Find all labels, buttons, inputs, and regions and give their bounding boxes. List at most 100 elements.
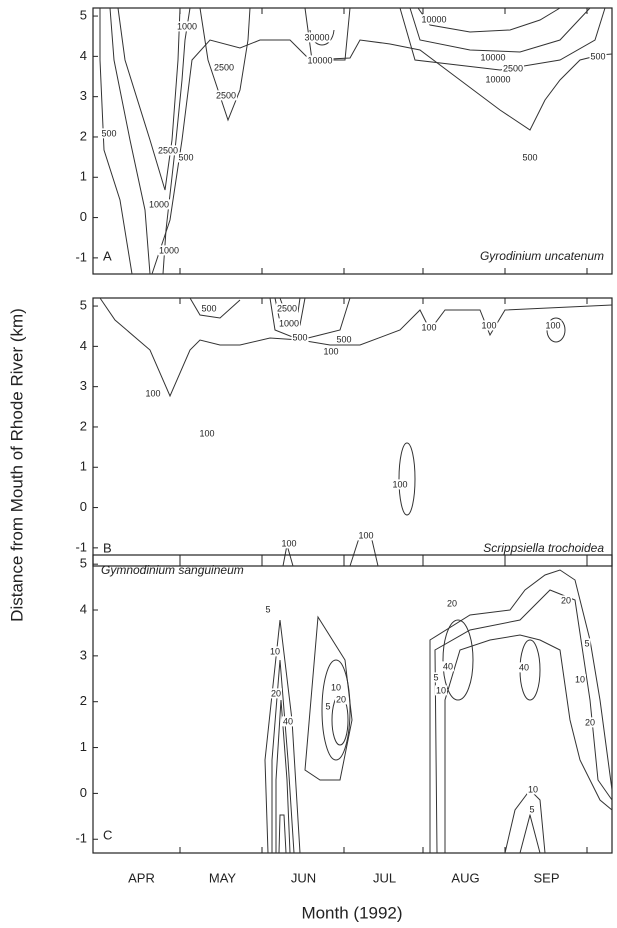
- contour-line: [264, 619, 301, 854]
- contour-label: 20: [336, 694, 346, 704]
- contour-line: [278, 814, 287, 854]
- x-tick-label: SEP: [533, 870, 559, 885]
- y-tick-label: 1: [80, 739, 87, 754]
- label-bg: [214, 90, 238, 101]
- contour-label: 20: [585, 717, 595, 727]
- label-bg: [521, 152, 539, 163]
- contour-line: [519, 813, 541, 854]
- contour-label: 10000: [421, 14, 446, 24]
- contour-label: 10000: [307, 55, 332, 65]
- label-bg: [501, 63, 525, 74]
- species-name: Scrippsiella trochoidea: [483, 541, 604, 555]
- y-tick-label: 4: [80, 338, 87, 353]
- contour-label: 10000: [485, 74, 510, 84]
- contour-label: 100: [392, 479, 407, 489]
- contour-label: 500: [178, 152, 193, 162]
- label-bg: [480, 320, 498, 331]
- contour-label: 100: [545, 320, 560, 330]
- contour-label: 1000: [279, 318, 299, 328]
- contour-line: [304, 615, 353, 781]
- contour-label: 20: [271, 688, 281, 698]
- contour-line: [189, 297, 241, 319]
- contour-label: 30000: [304, 32, 329, 42]
- contour-label: 10: [528, 784, 538, 794]
- contour-line: [399, 7, 606, 71]
- contour-label: 20: [561, 595, 571, 605]
- label-bg: [264, 604, 272, 615]
- label-bg: [544, 320, 562, 331]
- contour-line: [162, 7, 191, 275]
- panel-frame: [92, 297, 613, 567]
- contour-line: [117, 7, 181, 191]
- label-bg: [280, 538, 298, 549]
- contour-line: [442, 619, 474, 701]
- label-bg: [306, 55, 334, 66]
- x-tick-label: AUG: [451, 870, 479, 885]
- y-tick-label: 0: [80, 785, 87, 800]
- contour-label: 100: [421, 322, 436, 332]
- label-bg: [589, 51, 607, 62]
- contour-label: 100: [145, 388, 160, 398]
- y-tick-label: 1: [80, 169, 87, 184]
- contour-line: [546, 317, 566, 343]
- contour-label: 5: [325, 701, 330, 711]
- label-bg: [517, 662, 531, 673]
- label-bg: [275, 303, 299, 314]
- label-bg: [268, 646, 282, 657]
- y-tick-label: 2: [80, 418, 87, 433]
- contour-label: 1000: [149, 199, 169, 209]
- label-bg: [583, 717, 597, 728]
- y-tick-label: -1: [75, 539, 87, 554]
- y-tick-label: 0: [80, 209, 87, 224]
- x-tick-label: APR: [128, 870, 155, 885]
- contour-line: [99, 8, 133, 275]
- label-bg: [334, 694, 348, 705]
- contour-line: [429, 569, 613, 853]
- contour-label: 1000: [177, 21, 197, 31]
- y-tick-label: 3: [80, 88, 87, 103]
- contour-line: [109, 7, 151, 275]
- y-tick-label: -1: [75, 831, 87, 846]
- y-tick-label: 1: [80, 459, 87, 474]
- label-bg: [391, 479, 409, 490]
- x-tick-label: MAY: [209, 870, 237, 885]
- label-bg: [277, 318, 301, 329]
- panel-frame: [92, 554, 613, 854]
- label-bg: [156, 145, 180, 156]
- contour-label: 100: [323, 346, 338, 356]
- label-bg: [322, 346, 340, 357]
- label-bg: [559, 595, 573, 606]
- contour-line: [504, 789, 546, 854]
- contour-line: [434, 589, 613, 854]
- label-bg: [357, 530, 375, 541]
- label-bg: [573, 674, 587, 685]
- contour-line: [444, 634, 613, 853]
- label-bg: [147, 199, 171, 210]
- contour-label: 100: [199, 428, 214, 438]
- contour-label: 2500: [277, 303, 297, 313]
- contour-label: 5: [433, 672, 438, 682]
- contour-line: [99, 297, 613, 398]
- label-bg: [291, 332, 309, 343]
- label-bg: [175, 21, 199, 32]
- label-bg: [420, 322, 438, 333]
- species-name: Gymnodinium sanguineum: [101, 563, 244, 577]
- contour-label: 10: [575, 674, 585, 684]
- label-bg: [269, 688, 283, 699]
- label-bg: [445, 598, 459, 609]
- contour-line: [519, 639, 541, 701]
- contour-label: 100: [358, 530, 373, 540]
- panel-letter: C: [103, 827, 112, 842]
- label-bg: [144, 388, 162, 399]
- contour-line: [275, 699, 291, 854]
- y-tick-label: 5: [80, 556, 87, 571]
- label-bg: [441, 661, 455, 672]
- y-axis-label: Distance from Mouth of Rhode River (km): [7, 308, 26, 622]
- label-bg: [329, 682, 343, 693]
- label-bg: [324, 701, 332, 712]
- contour-label: 5: [265, 604, 270, 614]
- label-bg: [200, 303, 218, 314]
- contour-label: 2500: [214, 62, 234, 72]
- y-tick-label: 2: [80, 128, 87, 143]
